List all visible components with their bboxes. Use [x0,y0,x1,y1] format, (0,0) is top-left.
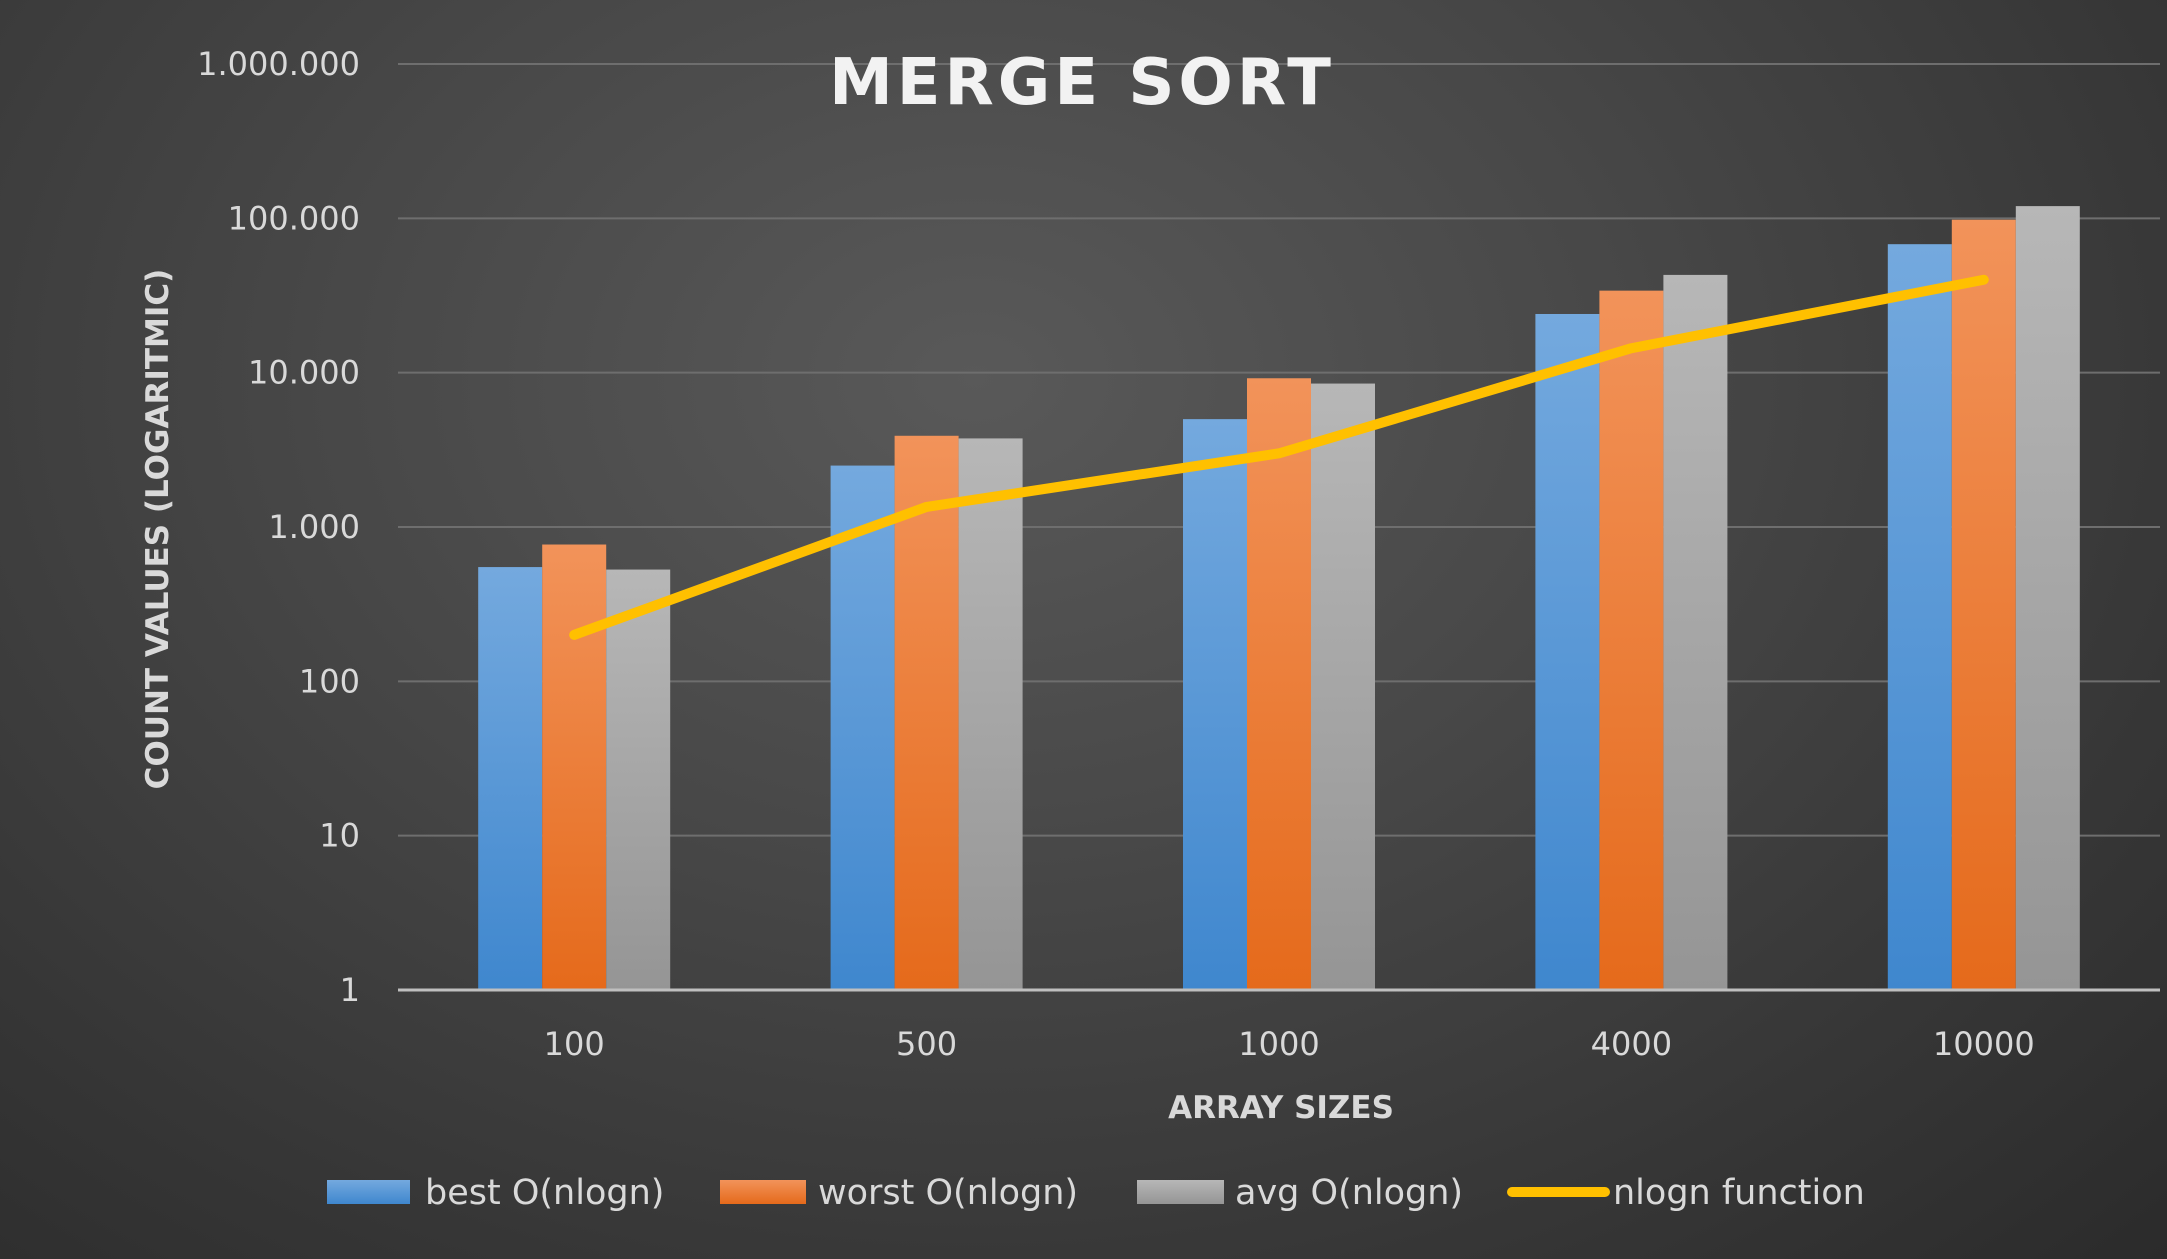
bar-worst-500 [894,435,959,990]
legend-swatch-avg [1137,1180,1224,1204]
x-axis-title: ARRAY SIZES [1168,1090,1394,1126]
legend-swatch-worst [720,1180,806,1204]
x-tick-label: 100 [544,1025,605,1063]
legend-label: avg O(nlogn) [1235,1173,1463,1213]
x-tick-label: 1000 [1238,1025,1319,1063]
bar-best-4000 [1535,313,1600,990]
bar-best-10000 [1887,244,1952,990]
bar-avg-4000 [1663,274,1728,990]
bar-best-500 [830,465,895,990]
bar-avg-1000 [1311,383,1375,990]
nlogn-function-line [569,274,1989,640]
bar-worst-4000 [1599,290,1664,991]
bars [478,206,2080,991]
x-tick-label: 4000 [1591,1025,1672,1063]
nlogn-line-series [569,274,1989,640]
y-tick-label: 10 [319,817,360,855]
y-tick-label: 10.000 [248,354,360,392]
y-axis-title: COUNT VALUES (LOGARITMIC) [140,269,176,790]
y-tick-label: 100.000 [228,199,360,237]
bar-avg-10000 [2015,206,2080,990]
x-tick-label: 500 [896,1025,957,1063]
bar-worst-10000 [1951,219,2016,990]
x-tick-label: 10000 [1933,1025,2035,1063]
bar-avg-100 [606,569,671,990]
bar-best-1000 [1183,419,1247,991]
bar-worst-100 [542,544,607,990]
bar-avg-500 [958,438,1023,990]
y-tick-label: 1.000.000 [197,45,360,83]
bar-worst-1000 [1247,378,1311,991]
y-axis-tick-labels: 1 10 100 1.000 10.000 100.000 1.000.000 [197,45,360,1009]
y-tick-label: 1 [340,971,360,1009]
x-axis-tick-labels: 100 500 1000 4000 10000 [544,1025,2035,1063]
y-tick-label: 100 [299,662,360,700]
chart-title: MERGE SORT [829,46,1335,120]
bar-best-100 [478,567,543,990]
legend-swatch-best [327,1180,410,1204]
legend-label: nlogn function [1613,1173,1865,1213]
y-tick-label: 1.000 [268,508,360,546]
legend-label: best O(nlogn) [425,1173,664,1213]
legend: best O(nlogn) worst O(nlogn) avg O(nlogn) n… [327,1173,1865,1213]
legend-label: worst O(nlogn) [818,1173,1078,1213]
